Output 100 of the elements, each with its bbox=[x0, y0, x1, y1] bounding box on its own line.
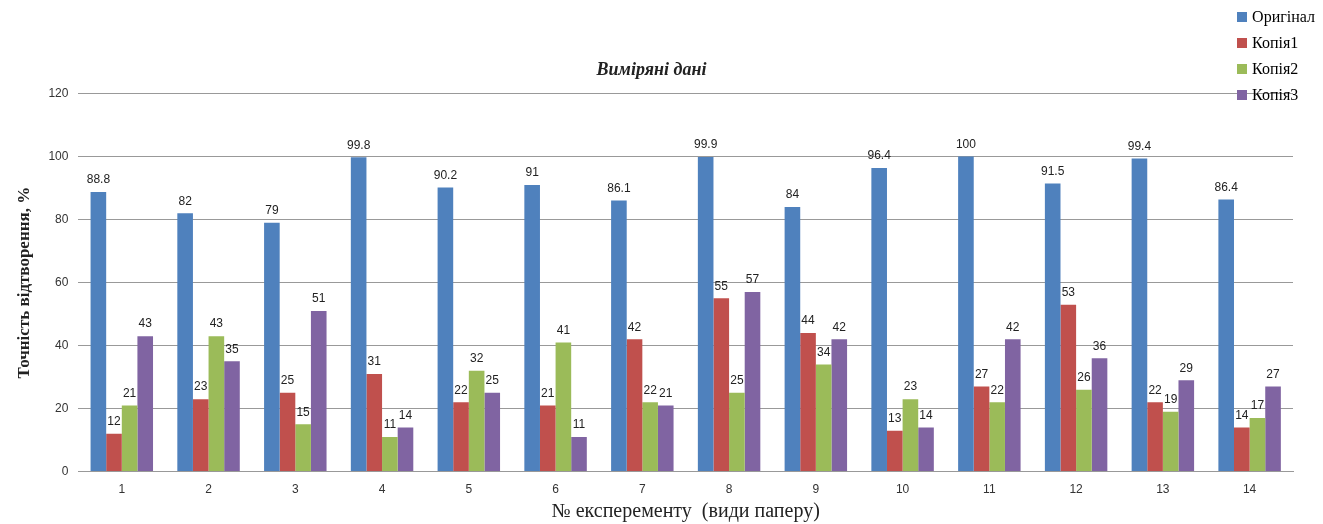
data-label: 84 bbox=[785, 187, 800, 202]
bar bbox=[713, 298, 730, 472]
bar bbox=[697, 156, 714, 472]
bar bbox=[366, 373, 383, 472]
data-label: 15 bbox=[296, 404, 311, 419]
bar bbox=[815, 364, 832, 472]
data-label: 19 bbox=[1163, 392, 1178, 407]
data-label: 53 bbox=[1061, 284, 1076, 299]
bar bbox=[192, 399, 209, 472]
bar bbox=[989, 402, 1005, 472]
data-label: 22 bbox=[990, 382, 1005, 397]
data-label: 26 bbox=[1077, 370, 1091, 385]
bar bbox=[918, 427, 934, 472]
data-label: 43 bbox=[209, 316, 224, 331]
data-label: 32 bbox=[469, 351, 484, 366]
bar bbox=[208, 336, 225, 472]
x-tick-label: 8 bbox=[725, 482, 733, 497]
bar bbox=[382, 436, 398, 472]
bar bbox=[224, 361, 240, 472]
data-label: 99.8 bbox=[346, 137, 371, 152]
y-tick-label: 80 bbox=[55, 211, 69, 226]
bar bbox=[1044, 183, 1061, 472]
data-label: 34 bbox=[816, 344, 831, 359]
data-label: 82 bbox=[178, 193, 193, 208]
bar bbox=[626, 339, 643, 472]
data-label: 17 bbox=[1250, 398, 1265, 413]
bar bbox=[397, 427, 414, 472]
y-axis-title: Точність відтворення, % bbox=[13, 186, 33, 379]
data-label: 23 bbox=[903, 379, 918, 394]
bar bbox=[902, 399, 919, 472]
bar bbox=[611, 200, 627, 472]
chart-title: Виміряні дані bbox=[595, 59, 707, 80]
data-label: 42 bbox=[832, 319, 847, 334]
data-label: 27 bbox=[974, 366, 989, 381]
data-label: 96.4 bbox=[867, 148, 892, 163]
bar bbox=[1178, 380, 1195, 472]
bar bbox=[453, 402, 469, 472]
bar bbox=[1265, 386, 1281, 472]
legend-label: Копія1 bbox=[1252, 34, 1299, 52]
data-label: 25 bbox=[730, 373, 744, 388]
data-label: 99.9 bbox=[693, 137, 718, 152]
bar bbox=[1004, 339, 1021, 472]
bar bbox=[642, 402, 658, 472]
bar bbox=[958, 156, 974, 472]
bar bbox=[1218, 199, 1235, 472]
x-tick-label: 11 bbox=[983, 482, 996, 497]
y-tick-label: 60 bbox=[55, 274, 69, 289]
data-label: 36 bbox=[1092, 338, 1107, 353]
bar bbox=[484, 392, 501, 472]
bar bbox=[121, 405, 138, 472]
bar bbox=[437, 187, 454, 472]
bar bbox=[1147, 402, 1163, 472]
bar bbox=[350, 157, 367, 472]
x-tick-label: 10 bbox=[895, 482, 910, 497]
data-label: 35 bbox=[225, 341, 239, 356]
data-label: 44 bbox=[801, 313, 816, 328]
data-label: 31 bbox=[367, 354, 382, 369]
data-label: 23 bbox=[194, 379, 208, 394]
data-label: 100 bbox=[955, 136, 977, 151]
data-label: 90.2 bbox=[433, 167, 458, 182]
y-tick-label: 0 bbox=[61, 463, 69, 478]
bar bbox=[871, 167, 887, 472]
bar bbox=[137, 336, 154, 472]
data-label: 21 bbox=[541, 385, 555, 400]
x-tick-label: 14 bbox=[1242, 482, 1257, 497]
x-tick-label: 5 bbox=[465, 482, 473, 497]
bar bbox=[657, 405, 674, 472]
bar bbox=[1060, 304, 1077, 472]
bar bbox=[744, 292, 761, 472]
bar bbox=[539, 405, 556, 472]
data-label: 22 bbox=[1148, 382, 1163, 397]
bar bbox=[1076, 389, 1092, 472]
x-axis-title: № експеременту (види паперу) bbox=[551, 499, 820, 523]
data-label: 29 bbox=[1179, 360, 1194, 375]
bar bbox=[886, 430, 903, 472]
x-tick-label: 1 bbox=[118, 482, 126, 497]
data-label: 41 bbox=[556, 322, 571, 337]
x-tick-label: 3 bbox=[291, 482, 299, 497]
y-tick-label: 100 bbox=[48, 148, 69, 163]
data-label: 55 bbox=[714, 278, 729, 293]
bar bbox=[1234, 427, 1250, 472]
data-label: 91.5 bbox=[1041, 163, 1065, 178]
data-label: 91 bbox=[525, 165, 540, 180]
data-label: 25 bbox=[280, 373, 295, 388]
bar bbox=[310, 310, 327, 472]
legend-label: Копія2 bbox=[1252, 60, 1299, 78]
data-label: 11 bbox=[572, 417, 586, 432]
data-label: 14 bbox=[398, 407, 413, 422]
bar bbox=[524, 184, 540, 472]
data-label: 79 bbox=[265, 203, 279, 218]
bar bbox=[831, 339, 848, 472]
bar bbox=[1249, 418, 1266, 472]
bar bbox=[468, 370, 485, 472]
data-label: 42 bbox=[1006, 319, 1020, 334]
y-tick-label: 120 bbox=[48, 85, 69, 100]
data-label: 21 bbox=[659, 385, 673, 400]
bar bbox=[571, 436, 587, 472]
data-label: 88.8 bbox=[86, 172, 111, 187]
data-label: 22 bbox=[454, 382, 469, 397]
bar bbox=[295, 424, 311, 472]
